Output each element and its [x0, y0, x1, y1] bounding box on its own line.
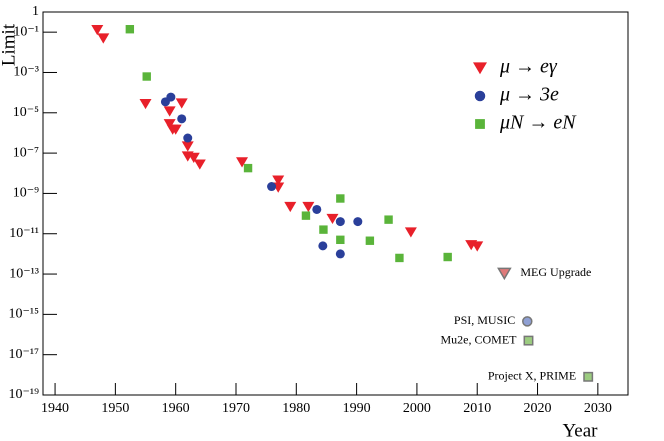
point: [319, 225, 328, 234]
projection-label: Mu2e, COMET: [440, 332, 517, 346]
point: [187, 152, 200, 163]
point: [284, 201, 297, 213]
point: [353, 217, 363, 227]
point: [272, 175, 285, 186]
legend-marker: [475, 119, 485, 129]
point: [336, 194, 345, 203]
point: [335, 249, 345, 259]
y-tick-label: 10⁻⁷: [13, 145, 39, 160]
x-tick-label: 1970: [222, 401, 250, 416]
x-axis-label: Year: [562, 420, 598, 441]
point: [166, 92, 176, 102]
y-tick-label: 10⁻¹: [13, 24, 39, 39]
y-tick-label: 10⁻³: [13, 65, 39, 80]
point: [163, 106, 176, 117]
point: [183, 133, 193, 143]
x-tick-label: 1940: [41, 401, 69, 416]
legend-label: μN → eN: [499, 112, 577, 134]
point: [335, 217, 345, 227]
point: [97, 33, 110, 44]
point: [471, 241, 484, 252]
x-tick-label: 1980: [282, 401, 310, 416]
point: [236, 157, 249, 168]
projection-point: [523, 335, 534, 346]
x-tick-label: 2030: [584, 401, 612, 416]
projection-point: [583, 371, 594, 382]
point: [163, 119, 176, 130]
point: [318, 241, 328, 251]
point: [384, 215, 393, 224]
projection-label: PSI, MUSIC: [454, 313, 515, 327]
point: [125, 25, 135, 34]
point: [365, 236, 375, 245]
point: [175, 98, 188, 109]
point: [326, 213, 339, 225]
point: [443, 252, 452, 262]
y-tick-label: 10⁻⁵: [13, 105, 39, 120]
x-tick-label: 1990: [343, 401, 371, 416]
y-tick-label: 10⁻¹⁵: [9, 307, 40, 322]
point: [302, 201, 315, 213]
legend-label: μ → 3e: [499, 84, 559, 106]
point: [139, 98, 152, 110]
x-tick-label: 2020: [524, 401, 552, 416]
legend-marker: [474, 90, 486, 102]
point: [404, 227, 417, 238]
point: [243, 163, 253, 173]
projection-label: MEG Upgrade: [520, 265, 591, 279]
y-tick-label: 10⁻¹⁹: [9, 387, 40, 402]
point: [181, 141, 194, 152]
point: [193, 159, 206, 170]
legend-marker: [473, 62, 487, 75]
point: [336, 235, 345, 245]
y-tick-label: 10⁻¹¹: [9, 226, 39, 241]
y-tick-label: 10⁻⁹: [13, 186, 39, 201]
point: [169, 124, 182, 135]
x-tick-label: 2000: [403, 401, 431, 416]
point: [395, 253, 404, 263]
point: [142, 72, 151, 81]
point: [177, 114, 187, 124]
projection-point: [497, 267, 512, 281]
y-tick-label: 10⁻¹³: [9, 266, 39, 281]
point: [91, 25, 104, 36]
projection-label: Project X, PRIME: [488, 369, 576, 383]
x-tick-label: 1960: [162, 401, 190, 416]
y-axis-label: Limit: [0, 23, 19, 66]
point: [301, 211, 311, 220]
y-tick-label: 1: [32, 4, 39, 19]
x-tick-label: 2010: [463, 401, 491, 416]
point: [312, 204, 322, 214]
point: [267, 182, 277, 192]
y-tick-label: 10⁻¹⁷: [9, 347, 40, 362]
x-tick-label: 1950: [101, 401, 129, 416]
projection-point: [522, 316, 533, 327]
plot-frame: [42, 11, 629, 396]
legend-label: μ → eγ: [499, 56, 558, 78]
